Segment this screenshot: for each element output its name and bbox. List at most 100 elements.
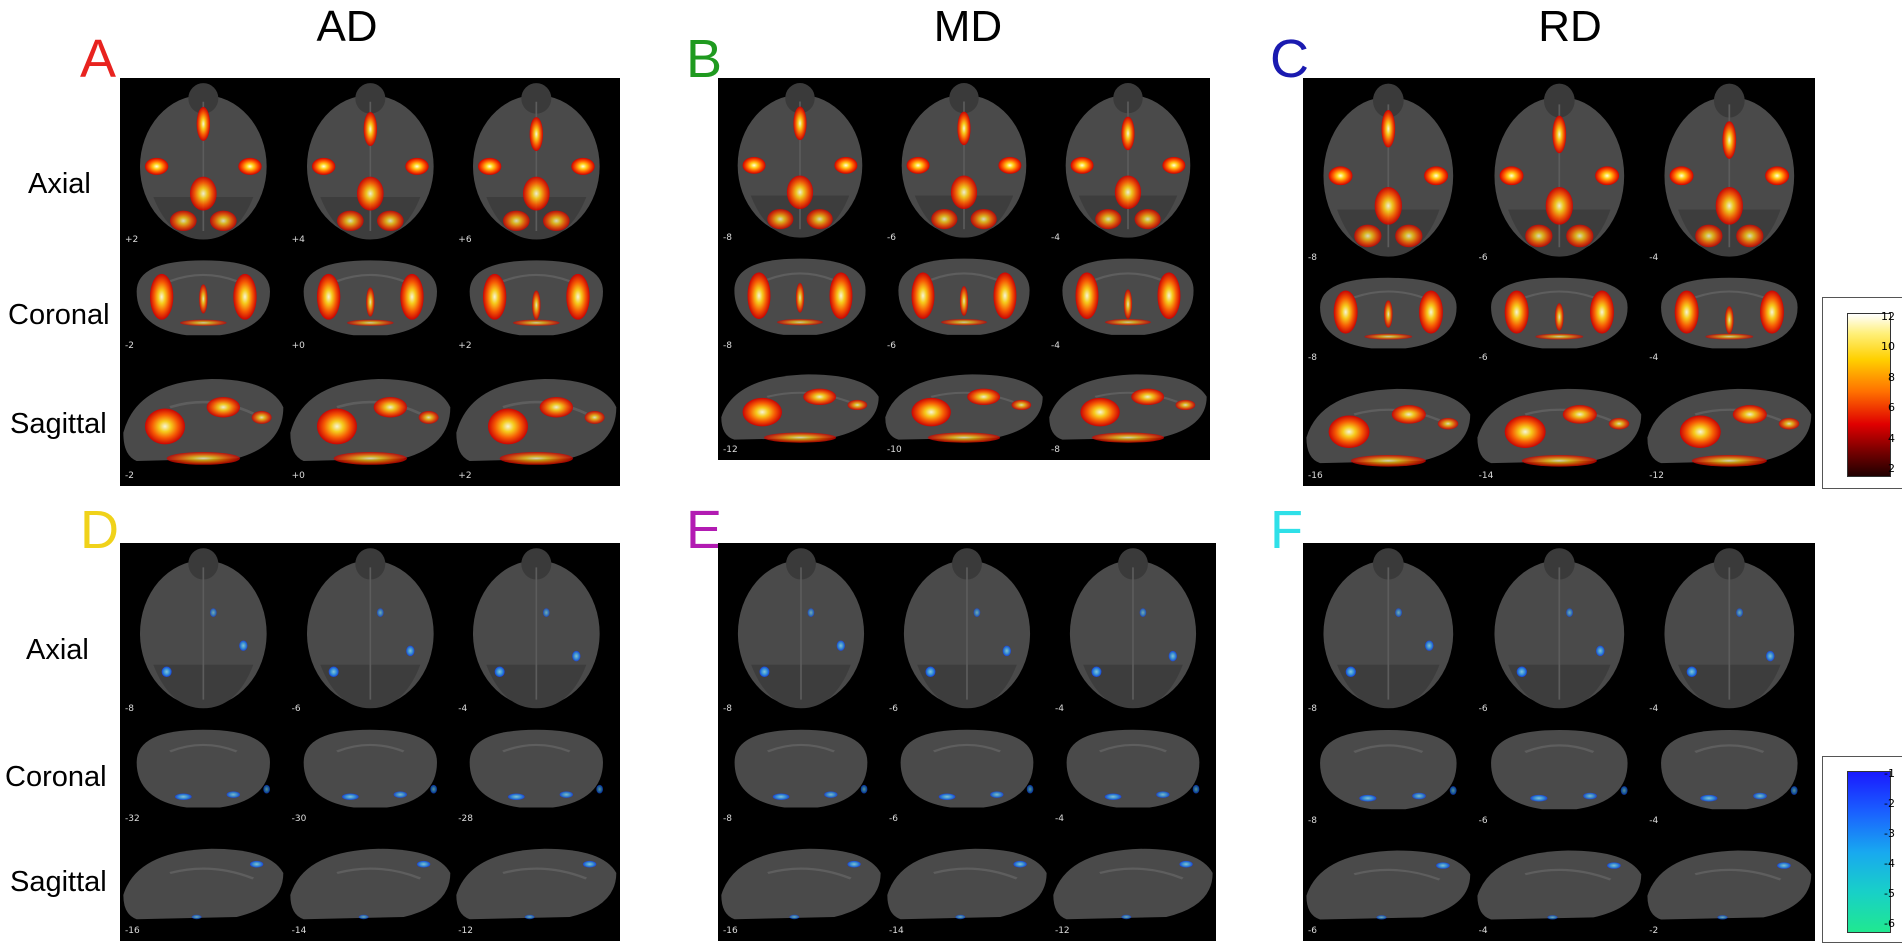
slice-coordinate: -6: [888, 704, 898, 714]
coronal-slice: -8: [718, 248, 882, 354]
coronal-slice: -4: [1050, 719, 1216, 827]
slice-coordinate: +0: [291, 471, 305, 481]
coronal-slice: -6: [882, 248, 1046, 354]
panel-letter-f: F: [1270, 500, 1303, 560]
sagittal-slice: -12: [453, 829, 620, 939]
slice-coordinate: -8: [1050, 445, 1060, 455]
label-coronal-top: Coronal: [8, 299, 110, 331]
panel-e-md-cool: -8 -6 -4 -8 -6 -4: [718, 543, 1216, 941]
axial-slice: -6: [882, 78, 1046, 246]
slice-coordinate: -8: [1308, 353, 1317, 363]
colorbar-tick: -5: [1884, 887, 1895, 900]
slice-coordinate: -8: [125, 704, 134, 714]
sagittal-slice: -12: [1050, 829, 1216, 939]
coronal-slice: -4: [1644, 719, 1815, 829]
slice-coordinate: -2: [1649, 926, 1659, 936]
slice-coordinate: -6: [291, 704, 301, 714]
slice-coordinate: -12: [458, 926, 473, 936]
slice-coordinate: -6: [888, 814, 898, 824]
column-header-md: MD: [933, 2, 1003, 51]
colorbar-cool-gradient: [1847, 771, 1891, 933]
sagittal-row: -12 -10 -8: [718, 356, 1210, 458]
axial-slice: -4: [1644, 78, 1815, 266]
axial-slice: -8: [718, 78, 882, 246]
axial-slice: -6: [1474, 78, 1645, 266]
colorbar-tick: -4: [1884, 857, 1895, 870]
panel-letter-c: C: [1270, 29, 1309, 89]
slice-coordinate: -16: [125, 926, 140, 936]
coronal-row: -8 -6 -4: [1303, 719, 1815, 829]
panel-letter-d: D: [80, 500, 119, 560]
axial-row: -8 -6 -4: [1303, 78, 1815, 266]
slice-coordinate: -8: [1308, 816, 1317, 826]
slice-coordinate: -6: [1308, 926, 1317, 936]
slice-coordinate: -4: [1054, 814, 1064, 824]
slice-coordinate: -4: [458, 704, 468, 714]
slice-coordinate: -4: [1649, 704, 1659, 714]
sagittal-slice: -12: [1644, 368, 1815, 484]
slice-coordinate: +6: [458, 235, 472, 245]
axial-slice: -4: [1050, 543, 1216, 717]
coronal-slice: -4: [1644, 268, 1815, 366]
slice-coordinate: -2: [125, 471, 134, 481]
coronal-slice: -8: [1303, 268, 1474, 366]
sagittal-row: -6 -4 -2: [1303, 831, 1815, 939]
sagittal-slice: +2: [453, 356, 620, 484]
sagittal-slice: -16: [718, 829, 884, 939]
coronal-row: -2 +0 +2: [120, 250, 620, 354]
axial-slice: -8: [120, 543, 287, 717]
slice-coordinate: +0: [291, 341, 305, 351]
colorbar-tick: -6: [1884, 917, 1895, 930]
panel-c-rd-hot: -8 -6 -4 -8 -6 -4: [1303, 78, 1815, 486]
slice-coordinate: -8: [723, 341, 732, 351]
label-coronal-bottom: Coronal: [5, 761, 107, 793]
slice-coordinate: -2: [125, 341, 134, 351]
coronal-row: -32 -30 -28: [120, 719, 620, 827]
coronal-slice: -6: [884, 719, 1050, 827]
sagittal-slice: -4: [1474, 831, 1645, 939]
axial-row: -8 -6 -4: [120, 543, 620, 717]
slice-coordinate: -6: [1478, 816, 1488, 826]
slice-coordinate: -6: [1478, 353, 1488, 363]
slice-coordinate: -10: [886, 445, 902, 455]
axial-row: -8 -6 -4: [718, 543, 1216, 717]
coronal-row: -8 -6 -4: [1303, 268, 1815, 366]
slice-coordinate: -4: [1478, 926, 1488, 936]
slice-coordinate: -4: [1050, 341, 1060, 351]
slice-coordinate: -28: [458, 814, 473, 824]
axial-slice: -6: [884, 543, 1050, 717]
axial-slice: +6: [453, 78, 620, 248]
axial-slice: -6: [1474, 543, 1645, 717]
axial-slice: -8: [718, 543, 884, 717]
coronal-slice: -2: [120, 250, 287, 354]
panel-letter-b: B: [686, 29, 723, 89]
slice-coordinate: -6: [1478, 704, 1488, 714]
slice-coordinate: -14: [888, 926, 904, 936]
axial-slice: -4: [453, 543, 620, 717]
slice-coordinate: -4: [1050, 233, 1060, 243]
sagittal-slice: -6: [1303, 831, 1474, 939]
sagittal-slice: -2: [1644, 831, 1815, 939]
coronal-slice: -28: [453, 719, 620, 827]
colorbar-tick: 8: [1888, 370, 1895, 384]
sagittal-row: -16 -14 -12: [718, 829, 1216, 939]
colorbar-hot-gradient: [1847, 313, 1891, 477]
coronal-slice: -6: [1474, 268, 1645, 366]
axial-slice: -4: [1046, 78, 1210, 246]
slice-coordinate: -12: [1054, 926, 1070, 936]
panel-letter-a: A: [80, 29, 117, 89]
coronal-slice: -4: [1046, 248, 1210, 354]
coronal-row: -8 -6 -4: [718, 719, 1216, 827]
slice-coordinate: -12: [1649, 471, 1664, 481]
slice-coordinate: -8: [723, 233, 732, 243]
label-sagittal-bottom: Sagittal: [10, 866, 107, 898]
sagittal-slice: -10: [882, 356, 1046, 458]
panel-f-rd-cool: -8 -6 -4 -8 -6 -4: [1303, 543, 1815, 941]
colorbar-tick: -2: [1884, 797, 1895, 810]
slice-coordinate: -4: [1054, 704, 1064, 714]
label-axial-top: Axial: [28, 168, 91, 200]
slice-coordinate: -8: [723, 704, 732, 714]
label-sagittal-top: Sagittal: [10, 408, 107, 440]
panel-d-ad-cool: -8 -6 -4 -32 -30 -28: [120, 543, 620, 941]
slice-coordinate: -16: [1308, 471, 1323, 481]
